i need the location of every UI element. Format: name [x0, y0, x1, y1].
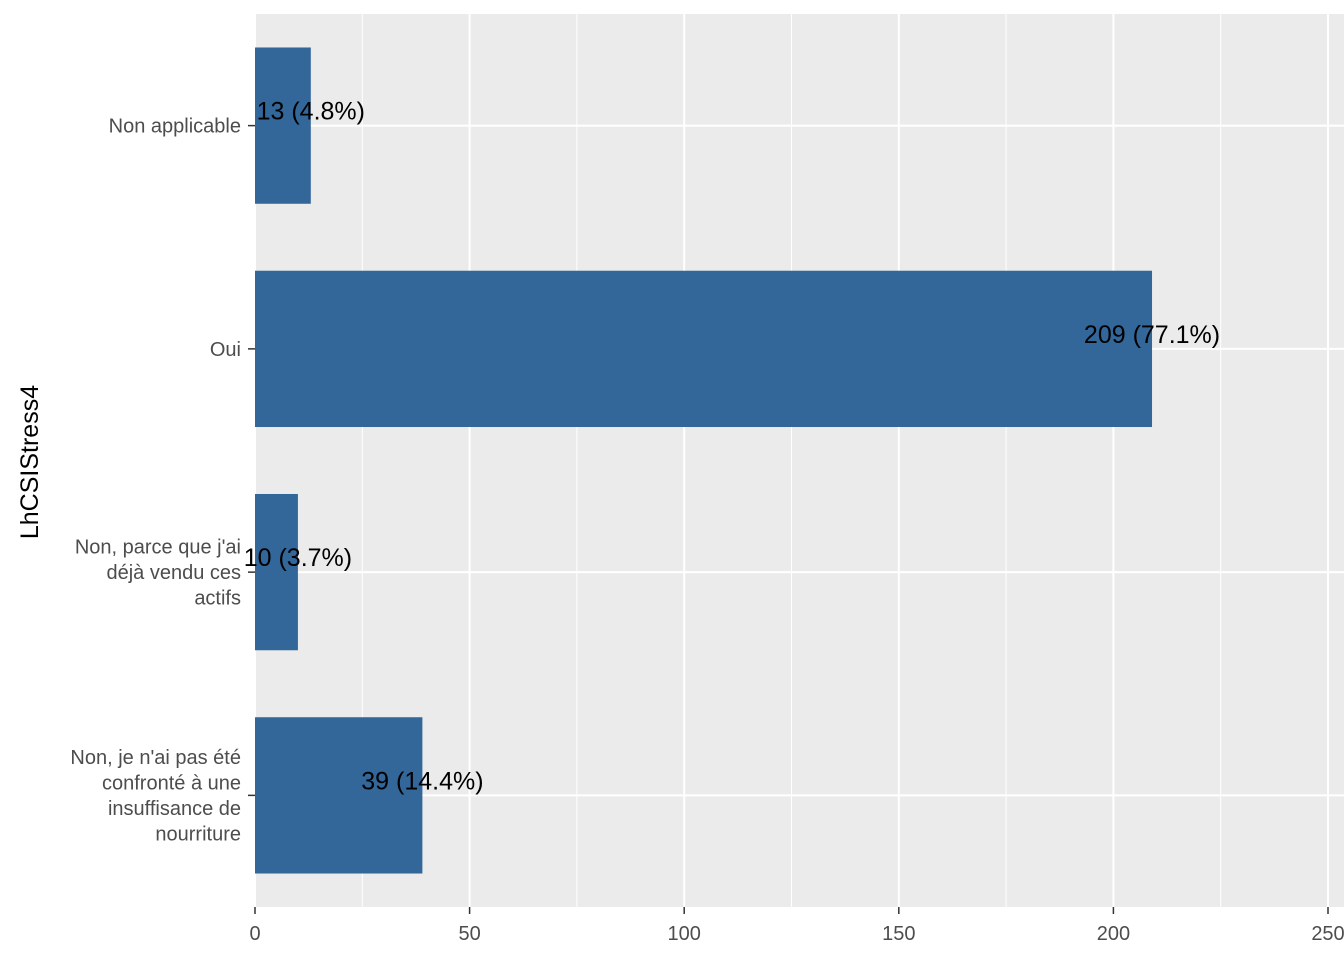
bars — [255, 47, 1153, 874]
bar — [255, 47, 311, 204]
category-label: Non, parce que j'ai déjà vendu ces actifs — [75, 537, 241, 610]
y-axis-title: LhCSIStress4 — [16, 385, 44, 539]
category-label: Non, je n'ai pas été confronté à une insuf… — [70, 747, 241, 846]
bar — [255, 717, 423, 874]
x-axis-ticks: 0 50 100 150 200 250 — [249, 907, 1344, 945]
category-label: Non applicable — [109, 116, 241, 138]
x-tick-label: 50 — [458, 923, 480, 945]
data-labels: 13 (4.8%) 209 (77.1%) 10 (3.7%) 39 (14.4%) — [244, 98, 1220, 796]
category-label: Oui — [210, 339, 241, 361]
x-tick-label: 250 — [1311, 923, 1344, 945]
x-tick-label: 0 — [249, 923, 260, 945]
y-axis-ticks: Non applicable Oui Non, parce que j'ai déjà… — [70, 116, 255, 846]
data-label: 13 (4.8%) — [257, 98, 365, 126]
data-label: 10 (3.7%) — [244, 544, 352, 572]
data-label: 39 (14.4%) — [361, 767, 483, 795]
x-tick-label: 200 — [1097, 923, 1130, 945]
major-gridlines — [254, 14, 1344, 907]
bar — [255, 270, 1153, 428]
x-tick-label: 150 — [882, 923, 915, 945]
data-label: 209 (77.1%) — [1084, 321, 1220, 349]
plot-panel — [255, 14, 1344, 907]
bar — [255, 493, 298, 651]
x-tick-label: 100 — [668, 923, 701, 945]
